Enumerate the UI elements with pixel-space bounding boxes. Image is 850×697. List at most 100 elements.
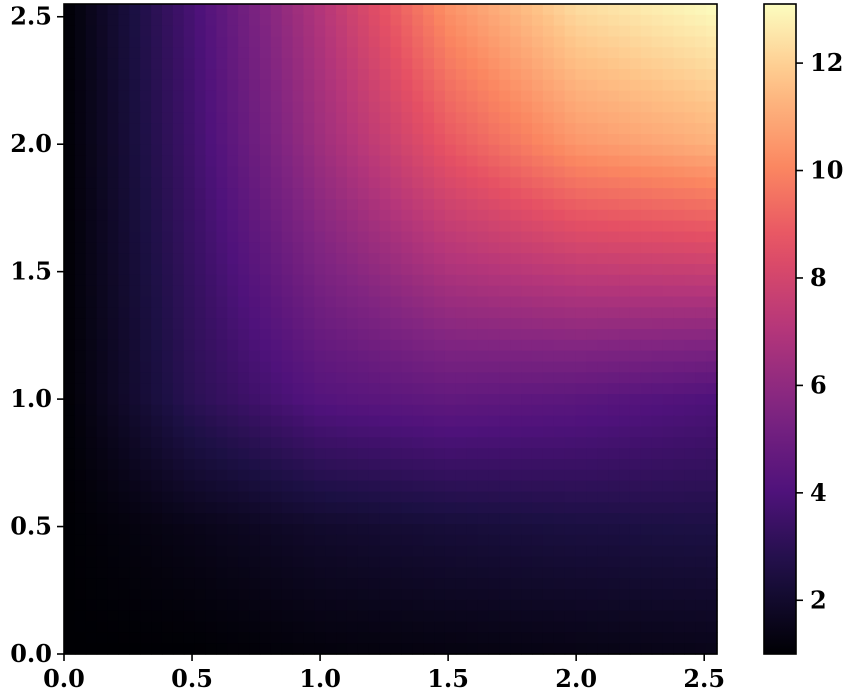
heatmap-cell [85, 242, 98, 254]
heatmap-cell [706, 47, 718, 59]
heatmap-cell [575, 632, 587, 644]
heatmap-cell [521, 589, 533, 601]
heatmap-cell [129, 394, 141, 406]
heatmap-cell [531, 69, 544, 81]
heatmap-cell [466, 383, 479, 395]
heatmap-cell [553, 621, 566, 633]
heatmap-cell [74, 426, 87, 438]
heatmap-cell [96, 404, 109, 417]
heatmap-cell [357, 47, 370, 59]
heatmap-cell [303, 4, 315, 16]
heatmap-cell [488, 632, 500, 644]
heatmap-cell [325, 524, 337, 536]
heatmap-cell [85, 610, 98, 623]
heatmap-cell [259, 404, 272, 417]
heatmap-cell [118, 502, 130, 514]
heatmap-cell [172, 534, 185, 547]
heatmap-cell [379, 296, 392, 308]
heatmap-cell [401, 253, 413, 265]
heatmap-cell [597, 578, 609, 590]
heatmap-cell [172, 253, 185, 265]
heatmap-cell [597, 25, 609, 38]
heatmap-cell [542, 524, 555, 536]
heatmap-cell [597, 231, 609, 243]
heatmap-cell [118, 188, 130, 200]
heatmap-cell [270, 14, 283, 27]
heatmap-cell [640, 513, 653, 525]
heatmap-cell [662, 459, 675, 471]
heatmap-cell [357, 621, 370, 633]
heatmap-cell [96, 101, 109, 113]
heatmap-cell [401, 567, 413, 579]
heatmap-cell [183, 372, 196, 384]
heatmap-cell [325, 79, 337, 92]
heatmap-cell [172, 166, 185, 178]
heatmap-cell [684, 491, 696, 503]
heatmap-cell [292, 155, 305, 168]
heatmap-cell [107, 545, 120, 558]
heatmap-cell [85, 459, 98, 471]
heatmap-cell [531, 307, 544, 319]
heatmap-cell [140, 79, 152, 92]
heatmap-cell [608, 69, 620, 81]
heatmap-cell [444, 188, 457, 200]
heatmap-cell [216, 58, 228, 70]
heatmap-cell [368, 350, 381, 363]
heatmap-cell [292, 134, 305, 146]
heatmap-cell [314, 524, 326, 536]
heatmap-cell [706, 578, 718, 590]
heatmap-cell [488, 459, 500, 471]
heatmap-cell [183, 524, 196, 536]
heatmap-cell [575, 307, 587, 319]
heatmap-cell [619, 361, 631, 373]
heatmap-cell [161, 394, 174, 406]
heatmap-cell [151, 47, 163, 59]
heatmap-cell [466, 188, 479, 200]
heatmap-cell [107, 134, 120, 146]
heatmap-cell [161, 220, 174, 233]
heatmap-cell [183, 166, 196, 178]
heatmap-cell [270, 79, 283, 92]
heatmap-cell [619, 79, 631, 92]
heatmap-cell [292, 480, 305, 493]
heatmap-cell [227, 199, 239, 211]
heatmap-cell [575, 556, 587, 568]
heatmap-cell [684, 534, 696, 547]
heatmap-cell [74, 69, 87, 81]
heatmap-cell [379, 502, 392, 514]
heatmap-cell [368, 242, 381, 254]
heatmap-cell [651, 296, 664, 308]
heatmap-cell [216, 134, 228, 146]
heatmap-cell [619, 242, 631, 254]
heatmap-cell [390, 188, 402, 200]
heatmap-cell [499, 25, 511, 38]
heatmap-cell [303, 372, 315, 384]
heatmap-cell [151, 112, 163, 124]
heatmap-cell [434, 339, 446, 352]
heatmap-cell [684, 339, 696, 352]
heatmap-cell [292, 69, 305, 81]
heatmap-cell [96, 480, 109, 493]
heatmap-cell [401, 610, 413, 623]
heatmap-cell [314, 253, 326, 265]
heatmap-cell [292, 448, 305, 460]
heatmap-cell [488, 621, 500, 633]
heatmap-cell [74, 415, 87, 428]
heatmap-cell [346, 220, 359, 233]
heatmap-cell [423, 578, 435, 590]
heatmap-cell [249, 469, 261, 482]
heatmap-cell [510, 36, 522, 48]
heatmap-cell [172, 123, 185, 135]
heatmap-cell [346, 329, 359, 341]
heatmap-cell [597, 274, 609, 287]
heatmap-cell [346, 491, 359, 503]
heatmap-cell [249, 4, 261, 16]
heatmap-cell [510, 69, 522, 81]
heatmap-cell [455, 264, 468, 276]
heatmap-cell [85, 545, 98, 558]
heatmap-cell [96, 155, 109, 168]
heatmap-cell [455, 643, 468, 655]
heatmap-cell [325, 209, 337, 222]
heatmap-cell [151, 101, 163, 113]
heatmap-cell [74, 199, 87, 211]
